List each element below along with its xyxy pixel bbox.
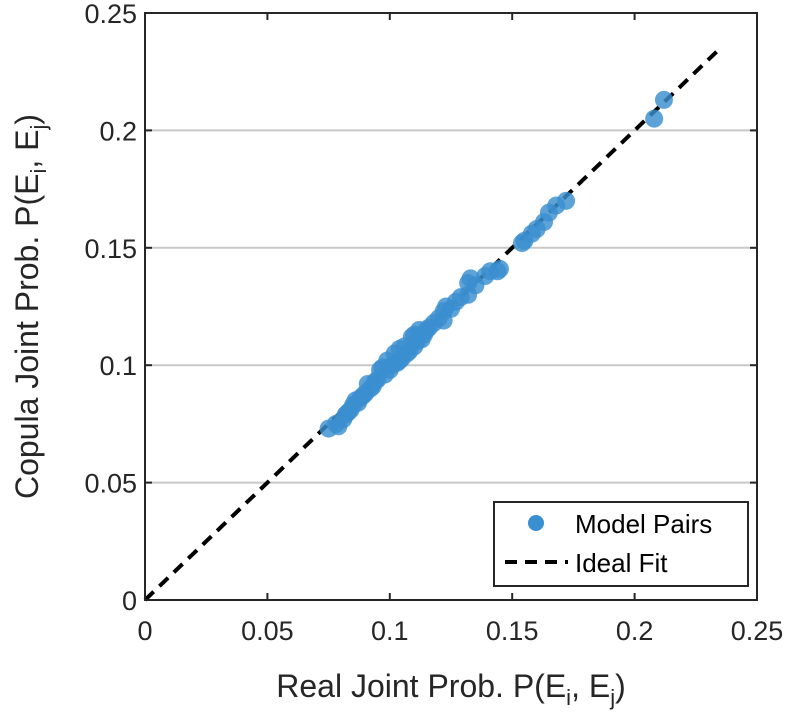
x-tick-label-2: 0.1 — [371, 616, 409, 646]
ticks: 0 0.05 0.1 0.15 0.2 0.25 0 0.05 0.1 0.15 0.2 0.25 — [84, 0, 783, 646]
data-point-66 — [319, 419, 338, 438]
x-tick-label-3: 0.15 — [486, 616, 539, 646]
ideal-fit-line-group — [143, 46, 722, 602]
y-tick-label-4: 0.2 — [99, 116, 137, 146]
y-axis-label: Copula Joint Prob. P(Ei, Ej) — [9, 114, 51, 499]
grid — [145, 129, 757, 484]
y-tick-label-0: 0 — [122, 586, 137, 616]
y-tick-label-2: 0.1 — [99, 351, 137, 381]
ideal-fit-line — [143, 46, 722, 602]
x-tick-label-1: 0.05 — [241, 616, 294, 646]
data-point-1 — [645, 109, 664, 128]
y-tick-label-1: 0.05 — [84, 469, 137, 499]
y-tick-label-3: 0.15 — [84, 234, 137, 264]
legend-label-model-pairs: Model Pairs — [575, 509, 712, 539]
legend: Model Pairs Ideal Fit — [493, 501, 749, 587]
data-point-0 — [654, 90, 673, 109]
x-tick-label-0: 0 — [137, 616, 152, 646]
x-axis-label: Real Joint Prob. P(Ei, Ej) — [276, 668, 625, 710]
x-tick-label-5: 0.25 — [731, 616, 784, 646]
axes-box — [144, 12, 758, 601]
data-point-9 — [512, 234, 531, 253]
legend-marker-model-pairs — [528, 515, 544, 531]
legend-label-ideal-fit: Ideal Fit — [575, 548, 668, 578]
x-tick-label-4: 0.2 — [616, 616, 654, 646]
y-tick-label-5: 0.25 — [84, 0, 137, 29]
data-points — [319, 90, 673, 438]
